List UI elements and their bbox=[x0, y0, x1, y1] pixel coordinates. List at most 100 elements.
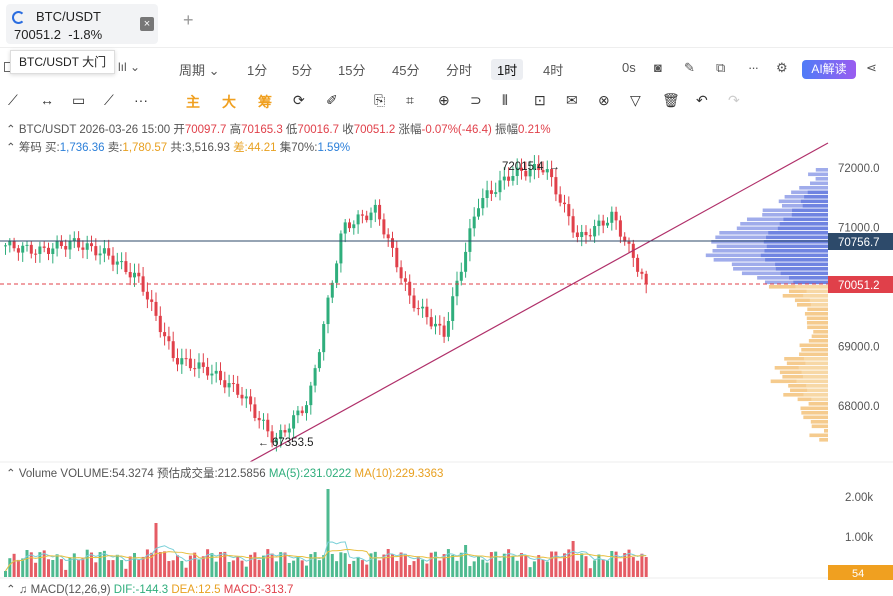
volume-bar bbox=[529, 567, 532, 577]
volume-bar bbox=[430, 553, 433, 577]
chip-profile-bar bbox=[807, 326, 828, 330]
trend-line bbox=[250, 143, 828, 462]
volume-bar bbox=[266, 549, 269, 577]
candle-body bbox=[619, 220, 622, 236]
candle-body bbox=[425, 307, 428, 317]
chip-profile-bar bbox=[801, 348, 828, 352]
chip-profile-bar bbox=[816, 168, 828, 172]
chip-profile-bar bbox=[800, 407, 828, 411]
candle-body bbox=[567, 204, 570, 216]
candle-body bbox=[421, 307, 424, 309]
volume-bar bbox=[391, 554, 394, 577]
candle-body bbox=[597, 221, 600, 226]
volume-bar bbox=[387, 549, 390, 577]
candle-body bbox=[202, 362, 205, 367]
vol-axis-1k: 1.00k bbox=[845, 532, 873, 544]
chip-profile-bar bbox=[799, 186, 828, 190]
volume-bar bbox=[275, 561, 278, 577]
volume-bar bbox=[219, 552, 222, 577]
candle-body bbox=[47, 248, 50, 254]
chip-profile-bar bbox=[824, 429, 828, 433]
price-axis-label: 71000.0 bbox=[838, 223, 880, 235]
volume-bar bbox=[576, 561, 579, 577]
candle-body bbox=[90, 243, 93, 246]
volume-row: ⌃ Volume VOLUME:54.3274 预估成交量:212.5856 M… bbox=[6, 465, 443, 481]
candle-body bbox=[395, 248, 398, 267]
volume-bar bbox=[189, 556, 192, 577]
candle-body bbox=[51, 249, 54, 254]
candle-body bbox=[30, 245, 33, 254]
chip-profile-bar bbox=[806, 384, 828, 388]
volume-bar bbox=[296, 556, 299, 577]
chip-profile-bar bbox=[792, 213, 828, 217]
volume-bar bbox=[94, 562, 97, 577]
volume-bar bbox=[511, 556, 514, 577]
candle-body bbox=[339, 234, 342, 264]
candle-body bbox=[288, 429, 291, 433]
candle-body bbox=[26, 245, 29, 246]
candle-body bbox=[378, 205, 381, 219]
chip-profile-bar bbox=[807, 308, 828, 312]
chip-profile-bar bbox=[792, 209, 828, 213]
candle-body bbox=[443, 326, 446, 337]
candle-body bbox=[86, 243, 89, 250]
candle-body bbox=[309, 386, 312, 406]
volume-bar bbox=[51, 560, 54, 577]
volume-bar bbox=[47, 559, 50, 577]
volume-bar bbox=[408, 565, 411, 577]
volume-bar bbox=[159, 552, 162, 577]
chip-profile-bar bbox=[807, 321, 828, 325]
volume-bar bbox=[34, 563, 37, 577]
candle-body bbox=[628, 242, 631, 244]
candle-body bbox=[434, 324, 437, 327]
chip-profile-bar bbox=[807, 389, 828, 393]
candle-body bbox=[640, 272, 643, 274]
chip-profile-bar bbox=[800, 344, 828, 348]
candle-body bbox=[610, 212, 613, 223]
candle-body bbox=[456, 281, 459, 296]
candle-body bbox=[64, 246, 67, 249]
volume-bar bbox=[464, 545, 467, 577]
collapse-icon[interactable]: ⌃ bbox=[6, 468, 16, 480]
volume-bar bbox=[262, 556, 265, 577]
candle-body bbox=[94, 246, 97, 255]
high-annotation: 72015.4 bbox=[502, 161, 544, 173]
candle-body bbox=[473, 217, 476, 229]
candle-body bbox=[576, 232, 579, 237]
low-arrow: ← bbox=[258, 437, 269, 449]
volume-bar bbox=[378, 560, 381, 577]
candle-body bbox=[559, 194, 562, 202]
volume-bar bbox=[352, 561, 355, 577]
candle-body bbox=[490, 190, 493, 194]
volume-bar bbox=[404, 554, 407, 577]
candle-body bbox=[262, 420, 265, 421]
volume-bar bbox=[357, 557, 360, 577]
collapse-icon[interactable]: ⌃ bbox=[6, 584, 16, 596]
candle-body bbox=[554, 177, 557, 194]
volume-bar bbox=[305, 566, 308, 577]
chip-profile-bar bbox=[799, 366, 828, 370]
candle-body bbox=[417, 308, 420, 309]
candle-body bbox=[468, 228, 471, 252]
volume-bar bbox=[206, 549, 209, 577]
vol-axis-2k: 2.00k bbox=[845, 492, 873, 504]
bell-icon[interactable]: ♫ bbox=[19, 584, 28, 596]
candle-body bbox=[253, 404, 256, 418]
candle-body bbox=[60, 241, 63, 246]
volume-bar bbox=[451, 555, 454, 577]
volume-bar bbox=[112, 560, 115, 577]
chip-profile-bar bbox=[776, 267, 828, 271]
volume-bar bbox=[107, 560, 110, 577]
candle-body bbox=[292, 415, 295, 428]
volume-bar bbox=[137, 560, 140, 577]
chip-profile-bar bbox=[812, 425, 828, 429]
volume-bar bbox=[236, 556, 239, 577]
volume-bar bbox=[361, 560, 364, 577]
candle-body bbox=[404, 278, 407, 281]
volume-bar bbox=[202, 556, 205, 577]
volume-bar bbox=[228, 562, 231, 577]
volume-bar bbox=[559, 561, 562, 577]
chip-profile-bar bbox=[799, 353, 828, 357]
volume-bar bbox=[77, 560, 80, 577]
